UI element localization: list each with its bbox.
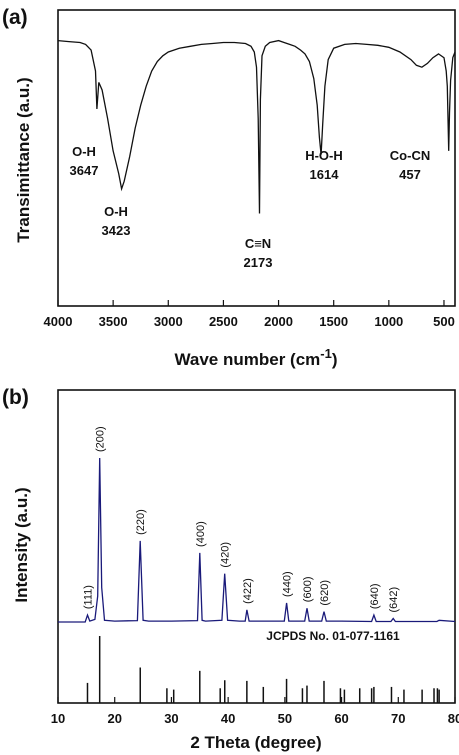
- annotation-label: O-H: [72, 144, 96, 159]
- peak-label: (422): [242, 578, 254, 604]
- peak-label: (640): [369, 583, 381, 609]
- annotation-value: 3423: [102, 223, 131, 238]
- panel-b-tick-label: 30: [164, 711, 178, 726]
- peak-label: (620): [319, 580, 331, 606]
- panel-b-tick-label: 50: [278, 711, 292, 726]
- panel-a-label: (a): [2, 6, 28, 29]
- panel-a-frame: [57, 9, 456, 307]
- panel-b-peak-labels: (111) (200) (220) (400) (420) (422) (440) (600)…: [82, 426, 400, 612]
- panel-a-tick-label: 1000: [374, 314, 403, 329]
- annotation-label: Co-CN: [390, 148, 430, 163]
- panel-b-reference-bars: [86, 636, 440, 703]
- peak-label: (200): [95, 426, 107, 452]
- panel-a-tick-label: 500: [433, 314, 455, 329]
- panel-b-frame: [57, 389, 456, 704]
- panel-b-tick-label: 60: [334, 711, 348, 726]
- annotation-value: 3647: [70, 163, 99, 178]
- panel-a-tick-label: 3500: [99, 314, 128, 329]
- panel-b-ylabel: Intensity (a.u.): [12, 487, 31, 602]
- reference-label: JCPDS No. 01-077-1161: [266, 629, 400, 643]
- peak-label: (400): [195, 521, 207, 547]
- panel-b-x-axis: 10 20 30 40 50 60 70 80: [51, 697, 459, 726]
- peak-label: (440): [282, 571, 294, 597]
- panel-b-tick-label: 70: [391, 711, 405, 726]
- annotation-label: O-H: [104, 204, 128, 219]
- peak-label: (642): [388, 587, 400, 613]
- panel-b-tick-label: 40: [221, 711, 235, 726]
- panel-a-xlabel: Wave number (cm-1): [174, 346, 337, 369]
- annotation-label: C≡N: [245, 236, 271, 251]
- xrd-series-line: [58, 457, 456, 623]
- panel-a-tick-label: 3000: [154, 314, 183, 329]
- panel-a-annotations: O-H 3647 O-H 3423 C≡N 2173 H-O-H 1614 Co-CN 457: [70, 144, 431, 270]
- panel-a-ylabel: Transimittance (a.u.): [14, 77, 33, 242]
- peak-label: (220): [135, 509, 147, 535]
- panel-b-xlabel: 2 Theta (degree): [190, 733, 321, 752]
- panel-a-x-axis: 4000 3500 3000 2500 2000 1500 1000 500: [44, 300, 455, 329]
- panel-b-tick-label: 20: [107, 711, 121, 726]
- annotation-value: 2173: [244, 255, 273, 270]
- panel-a-tick-label: 2500: [209, 314, 238, 329]
- peak-label: (111): [82, 585, 94, 609]
- peak-label: (600): [302, 577, 314, 603]
- annotation-label: H-O-H: [305, 148, 343, 163]
- panel-b-tick-label: 10: [51, 711, 65, 726]
- panel-b-tick-label: 80: [448, 711, 459, 726]
- peak-label: (420): [220, 542, 232, 568]
- panel-b-label: (b): [2, 386, 29, 409]
- annotation-value: 1614: [310, 167, 340, 182]
- panel-a-xlabel-main: Wave number (cm: [174, 350, 320, 369]
- panel-a-tick-label: 4000: [44, 314, 73, 329]
- panel-a-tick-label: 2000: [264, 314, 293, 329]
- panel-a-xlabel-close: ): [332, 350, 338, 369]
- ftir-series-line: [57, 39, 456, 214]
- panel-a-xlabel-sup: -1: [320, 346, 332, 361]
- panel-a-tick-label: 1500: [319, 314, 348, 329]
- annotation-value: 457: [399, 167, 421, 182]
